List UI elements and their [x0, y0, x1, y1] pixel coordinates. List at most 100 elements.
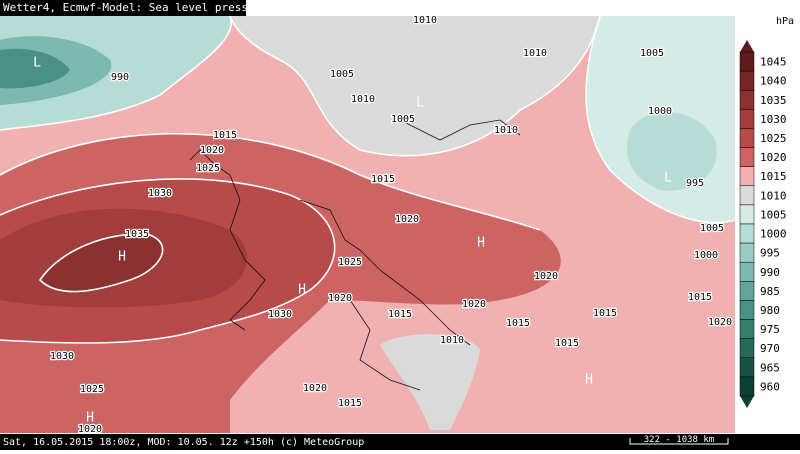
pressure-center: L: [416, 96, 424, 111]
legend-label: 1020: [760, 151, 787, 164]
isobar: [229, 15, 601, 157]
legend-swatch: [739, 281, 755, 301]
isobar-label: 1010: [351, 94, 375, 105]
isobar-label: 1015: [388, 309, 412, 320]
legend-swatch: [739, 319, 755, 339]
isobar-label: 1020: [534, 271, 558, 282]
isobar-label: 1035: [125, 229, 149, 240]
isobar-label: 1015: [371, 174, 395, 185]
isobar-label: 990: [111, 72, 129, 83]
footer-bar: [0, 434, 800, 450]
isobar-label: 995: [686, 178, 704, 189]
gray-area: [380, 334, 480, 430]
legend-swatch: [739, 261, 755, 282]
legend-swatch: [739, 147, 755, 167]
pressure-center: H: [298, 283, 306, 298]
legend-swatch: [739, 70, 755, 91]
pressure-center: H: [477, 236, 485, 251]
isobar-label: 1015: [555, 338, 579, 349]
isobar-label: 1010: [413, 15, 437, 26]
isobar-label: 1020: [328, 293, 352, 304]
isobar-label: 1000: [648, 106, 672, 117]
map: [0, 15, 736, 433]
legend-swatch: [739, 300, 755, 320]
isobar-label: 1005: [640, 48, 664, 59]
pressure-center: L: [664, 171, 672, 186]
isobar-label: 1020: [78, 424, 102, 435]
isobar: [0, 178, 336, 344]
legend-swatch: [739, 89, 755, 110]
legend-swatch: [739, 166, 755, 187]
isobar: [585, 15, 736, 224]
legend-label: 1015: [760, 170, 787, 183]
legend-swatch: [739, 51, 755, 72]
legend-swatch: [739, 109, 755, 129]
isobar-labels: 1010 1010 1005 990 1005 1010 1005 1010 1000 1015 1…: [49, 14, 734, 437]
isobar-label: 1015: [338, 398, 362, 409]
isobar-label: 1010: [523, 48, 547, 59]
legend-swatch: [739, 204, 755, 225]
isobar-label: 1025: [338, 257, 362, 268]
low-core: [626, 111, 717, 191]
isobar-label: 1030: [50, 351, 74, 362]
legend-label: 1030: [760, 113, 787, 126]
isobar: [0, 132, 541, 231]
pressure-center: H: [585, 373, 593, 388]
isobar-label: 1020: [708, 317, 732, 328]
legend-swatch: [739, 376, 755, 397]
legend-label: 990: [760, 266, 780, 279]
legend-swatch: [739, 357, 755, 378]
high-core: [38, 233, 164, 293]
legend-label: 1005: [760, 208, 787, 221]
legend-label: 995: [760, 247, 780, 260]
isobar-label: 1020: [395, 214, 419, 225]
legend-label: 975: [760, 323, 780, 336]
isobar-label: 1015: [688, 292, 712, 303]
isobar-label: 1010: [494, 125, 518, 136]
isobar: [0, 15, 233, 131]
title: Wetter4, Ecmwf-Model: Sea level pressure: [3, 1, 268, 14]
isobar-label: 1005: [700, 223, 724, 234]
isobar-label: 1000: [694, 250, 718, 261]
legend-label: 985: [760, 285, 780, 298]
legend-swatch: [739, 242, 755, 263]
isobar-label: 1020: [303, 383, 327, 394]
pressure-center: L: [33, 56, 41, 71]
isobar-label: 1025: [80, 384, 104, 395]
legend-unit: hPa: [776, 16, 794, 27]
isobar-label: 1015: [213, 130, 237, 141]
scale-text: 322 - 1038 km: [644, 435, 714, 445]
isobar-label: 1010: [440, 335, 464, 346]
legend-label: 960: [760, 380, 780, 393]
legend-label: 1025: [760, 132, 787, 145]
legend-swatch: [739, 223, 755, 244]
legend-swatch: [739, 128, 755, 148]
isobar-label: 1030: [148, 188, 172, 199]
coastline: [189, 119, 521, 391]
legend: 1045 1040 1035 1030 1025 1020 1015 1010 1005 1000…: [739, 40, 787, 408]
isobar-label: 1005: [330, 69, 354, 80]
scale-bar: [629, 438, 729, 445]
pressure-centers: L L L H H H H H: [33, 56, 672, 426]
isobar-label: 1015: [593, 308, 617, 319]
isobar-label: 1030: [268, 309, 292, 320]
isobar-label: 1020: [200, 145, 224, 156]
pressure-center: H: [86, 411, 94, 426]
low-core: [0, 48, 70, 89]
legend-arrow: [740, 40, 754, 52]
legend-label: 1045: [760, 56, 787, 69]
legend-label: 980: [760, 304, 780, 317]
legend-swatch: [739, 185, 755, 206]
legend-label: 965: [760, 361, 780, 374]
pressure-center: H: [118, 250, 126, 265]
title-bar: [0, 0, 246, 16]
isobar-label: 1015: [506, 318, 530, 329]
legend-label: 1040: [760, 75, 787, 88]
legend-label: 1010: [760, 189, 787, 202]
legend-swatch: [739, 338, 755, 359]
legend-arrow: [740, 396, 754, 408]
footer-text: Sat, 16.05.2015 18:00z, MOD: 10.05. 12z …: [3, 437, 364, 448]
legend-label: 1035: [760, 94, 787, 107]
isobar-label: 1025: [196, 163, 220, 174]
